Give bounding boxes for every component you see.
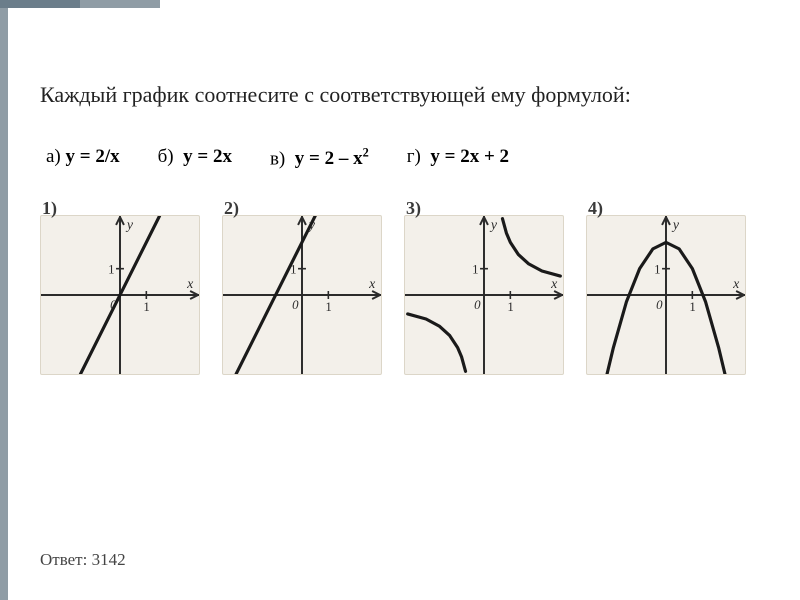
- svg-text:0: 0: [656, 298, 663, 312]
- formula-a-eq: y = 2/x: [66, 146, 120, 167]
- chart-2-wrap: 2) 011xy: [222, 198, 382, 375]
- formula-b-eq: y = 2x: [178, 146, 232, 167]
- formula-v: в) y = 2 – x2: [270, 146, 369, 170]
- chart-3-wrap: 3) 0 1 1 x y: [404, 198, 564, 375]
- svg-text:1: 1: [325, 300, 331, 314]
- svg-text:0: 0: [292, 298, 299, 312]
- svg-text:x: x: [368, 276, 376, 291]
- chart-4-number: 4): [588, 198, 746, 219]
- svg-text:1: 1: [108, 263, 114, 277]
- top-stripe: [0, 0, 800, 8]
- formula-a: а) y = 2/x: [46, 146, 120, 170]
- formula-row: а) y = 2/x б) y = 2x в) y = 2 – x2 г) y …: [40, 146, 770, 170]
- charts-row: 1) 0 1 1 x y 2) 0 1 1 x y 3) 0 1 1 x y 4) 0 1 1 x y: [40, 198, 770, 375]
- chart-3: 0 1 1 x y: [404, 215, 564, 375]
- chart-2: 011xy: [222, 215, 382, 375]
- chart-4-wrap: 4) 0 1 1 x y: [586, 198, 746, 375]
- slide-content: Каждый график соотнесите с соответствующ…: [40, 80, 770, 375]
- svg-text:1: 1: [654, 263, 660, 277]
- svg-text:y: y: [671, 217, 680, 232]
- answer-label: Ответ:: [40, 550, 92, 569]
- svg-text:y: y: [125, 217, 134, 232]
- chart-4: 0 1 1 x y: [586, 215, 746, 375]
- chart-1: 011xy: [40, 215, 200, 375]
- instruction-text: Каждый график соотнесите с соответствующ…: [40, 80, 770, 110]
- svg-text:x: x: [732, 276, 740, 291]
- svg-text:1: 1: [689, 300, 695, 314]
- left-stripe: [0, 8, 8, 600]
- formula-v-eq: y = 2 – x2: [290, 148, 369, 169]
- answer-line: Ответ: 3142: [40, 550, 126, 570]
- svg-text:x: x: [550, 276, 558, 291]
- formula-g: г) y = 2x + 2: [407, 146, 509, 170]
- chart-3-number: 3): [406, 198, 564, 219]
- svg-text:x: x: [186, 276, 194, 291]
- svg-text:1: 1: [472, 263, 478, 277]
- svg-text:0: 0: [474, 298, 481, 312]
- svg-text:1: 1: [143, 300, 149, 314]
- chart-1-number: 1): [42, 198, 200, 219]
- svg-text:1: 1: [507, 300, 513, 314]
- svg-text:y: y: [489, 217, 498, 232]
- formula-b: б) y = 2x: [158, 146, 232, 170]
- answer-value: 3142: [92, 550, 126, 569]
- formula-g-eq: y = 2x + 2: [426, 146, 509, 167]
- chart-2-number: 2): [224, 198, 382, 219]
- chart-1-wrap: 1) 011xy: [40, 198, 200, 375]
